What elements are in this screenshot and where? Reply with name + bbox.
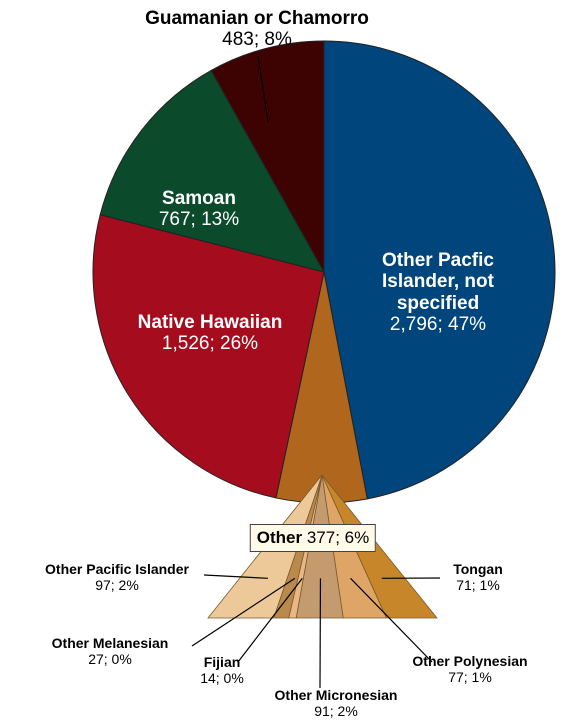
leader-line xyxy=(257,55,269,123)
slice-value: 14; 0% xyxy=(200,669,244,686)
slice-value: 71; 1% xyxy=(456,576,500,593)
slice-value: 1,526; 26% xyxy=(161,333,259,355)
slice-name: Other Pacific Islander xyxy=(45,561,189,577)
pie-slice xyxy=(99,69,326,273)
slice-label: Other Micronesian 91; 2% xyxy=(274,687,398,719)
slice-label: Other Pacfic Islander, not specified 2,79… xyxy=(353,250,523,335)
slice-label: Other Pacific Islander 97; 2% xyxy=(45,561,189,593)
slice-name: Other Micronesian xyxy=(274,687,398,703)
pie-slice xyxy=(92,214,325,499)
slice-name: Other xyxy=(256,528,303,547)
slice-label: Tongan 71; 1% xyxy=(453,561,503,593)
slice-label: Guamanian or Chamorro 483; 8% xyxy=(145,8,369,51)
other-box: Other 377; 6% xyxy=(249,524,377,552)
slice-label: Samoan 767; 13% xyxy=(159,188,239,231)
slice-name: Samoan xyxy=(162,188,236,209)
slice-name: Guamanian or Chamorro xyxy=(145,8,369,29)
slice-value: 77; 1% xyxy=(448,668,492,685)
slice-value: 767; 13% xyxy=(158,209,240,231)
slice-label: Other Melanesian 27; 0% xyxy=(51,635,169,667)
slice-name: Fijian xyxy=(203,654,241,670)
slice-name: Other Polynesian xyxy=(412,653,528,669)
slice-label: Fijian 14; 0% xyxy=(200,654,244,686)
slice-name: Tongan xyxy=(453,561,503,577)
slice-value: 27; 0% xyxy=(88,650,132,667)
pie-slice xyxy=(323,40,556,500)
slice-label: Native Hawaiian 1,526; 26% xyxy=(138,312,283,355)
leader-line xyxy=(237,577,303,663)
slice-value: 483; 8% xyxy=(222,29,292,51)
leader-line xyxy=(191,577,296,647)
slice-value: 377; 6% xyxy=(306,528,370,547)
leader-line xyxy=(350,577,433,663)
slice-label: Other Polynesian 77; 1% xyxy=(412,653,528,685)
slice-value: 97; 2% xyxy=(95,576,139,593)
pie-slice xyxy=(210,40,325,274)
leader-line xyxy=(203,574,268,579)
slice-name: Other Melanesian xyxy=(51,635,169,651)
slice-name: Other Pacfic Islander, not specified xyxy=(382,250,494,314)
slice-value: 2,796; 47% xyxy=(389,313,487,335)
slice-name: Native Hawaiian xyxy=(137,312,283,333)
slice-value: 91; 2% xyxy=(314,702,358,719)
